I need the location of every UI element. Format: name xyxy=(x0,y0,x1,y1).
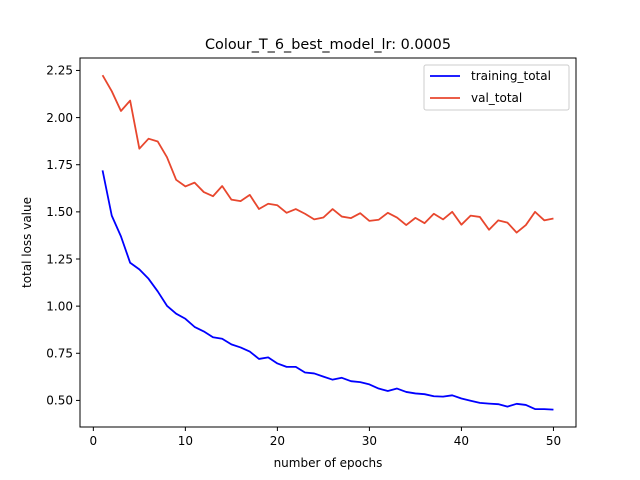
y-tick-label: 1.75 xyxy=(46,158,73,172)
legend-label-val-total: val_total xyxy=(471,91,522,105)
x-tick-label: 40 xyxy=(454,434,469,448)
series-line-val-total xyxy=(101,74,554,234)
y-axis: 0.50 0.75 1.00 1.25 1.50 1.75 2.00 2.25 xyxy=(46,64,80,408)
legend: training_total val_total xyxy=(423,64,570,111)
y-tick-label: 1.25 xyxy=(46,252,73,266)
y-tick-label: 0.75 xyxy=(46,347,73,361)
x-tick-label: 10 xyxy=(178,434,193,448)
x-tick-label: 0 xyxy=(90,434,98,448)
x-axis-label: number of epochs xyxy=(274,456,383,470)
x-tick-label: 20 xyxy=(270,434,285,448)
y-axis-label: total loss value xyxy=(20,197,34,288)
legend-label-training-total: training_total xyxy=(471,69,551,83)
chart-title: Colour_T_6_best_model_lr: 0.0005 xyxy=(205,37,451,53)
series-layer xyxy=(101,74,554,411)
y-tick-label: 0.50 xyxy=(46,394,73,408)
legend-box xyxy=(423,64,570,111)
y-tick-label: 2.00 xyxy=(46,111,73,125)
series-line-training-total xyxy=(101,170,554,411)
x-axis: 0 10 20 30 40 50 xyxy=(90,427,561,448)
y-tick-label: 1.50 xyxy=(46,205,73,219)
y-tick-label: 1.00 xyxy=(46,299,73,313)
y-tick-label: 2.25 xyxy=(46,64,73,78)
x-tick-label: 30 xyxy=(362,434,377,448)
plot-frame xyxy=(79,57,577,428)
x-tick-label: 50 xyxy=(546,434,561,448)
